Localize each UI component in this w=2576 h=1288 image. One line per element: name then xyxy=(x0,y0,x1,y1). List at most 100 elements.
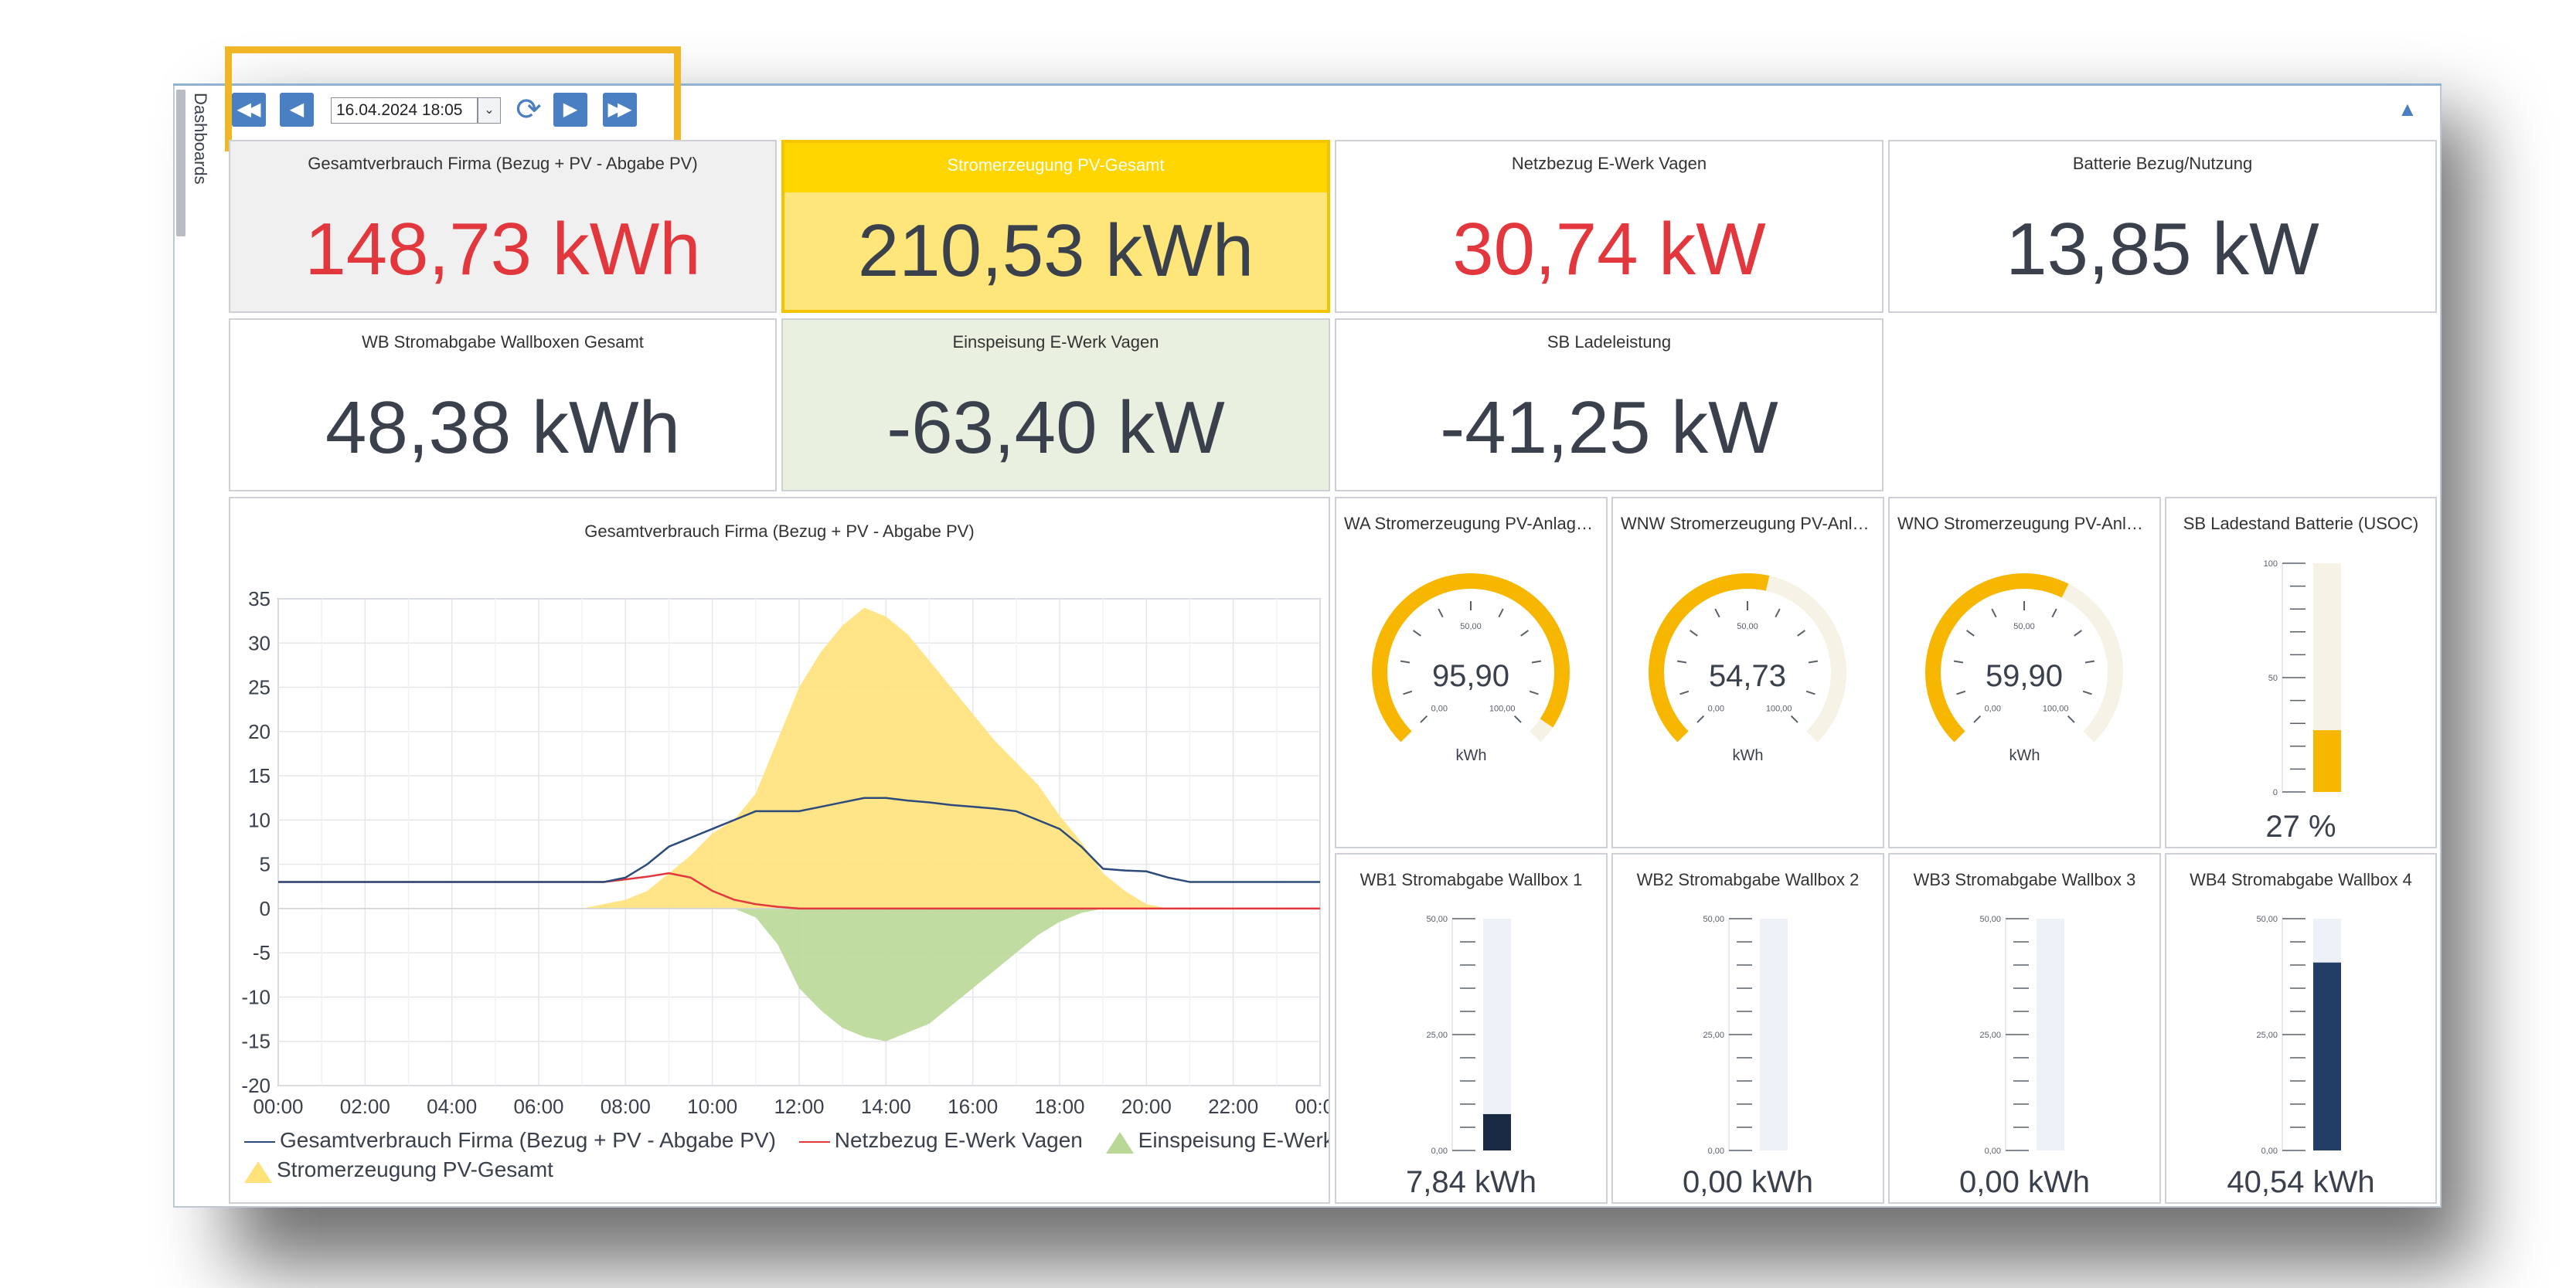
date-dropdown-button[interactable]: ⌄ xyxy=(478,97,501,124)
battery-level-bar: 100 50 0 xyxy=(2264,559,2341,797)
x-tick-label: 02:00 xyxy=(340,1095,390,1118)
legend-item-einspeisung[interactable]: Einspeisung E-Werk Vagen xyxy=(1105,1126,1330,1155)
wallbox-tick-label: 25,00 xyxy=(1979,1031,2001,1040)
kpi-tile-netzbezug[interactable]: Netzbezug E-Werk Vagen 30,74 kW xyxy=(1335,140,1884,313)
gauge-max-label: 100,00 xyxy=(2043,705,2069,714)
wallbox-tick-label: 50,00 xyxy=(1426,915,1448,924)
gauge-tick xyxy=(1420,715,1428,723)
wallbox-title: WB3 Stromabgabe Wallbox 3 xyxy=(1913,870,2136,889)
collapse-button[interactable]: ▲ xyxy=(2397,97,2418,121)
gauge-fill xyxy=(1925,573,2069,743)
refresh-button[interactable]: ⟳ xyxy=(512,93,546,127)
gauge-dial: 0,00 100,00 50,00 54,73 xyxy=(1649,573,1846,743)
gauge-title: WNW Stromerzeugung PV-Anlag... xyxy=(1621,514,1883,533)
y-tick-label: 35 xyxy=(248,587,271,610)
gauge-value: 95,90 xyxy=(1432,659,1509,693)
gauge-tick xyxy=(1973,715,1982,723)
wallbox-tick-label: 25,00 xyxy=(1426,1031,1448,1040)
x-tick-label: 04:00 xyxy=(427,1095,477,1118)
first-period-button[interactable]: ◀◀ xyxy=(232,93,266,127)
chevron-up-icon: ▲ xyxy=(2397,97,2418,121)
gauge-tile-wa[interactable]: WA Stromerzeugung PV-Anlage ... 0,00 100,… xyxy=(1335,497,1608,848)
gauge-mid-label: 50,00 xyxy=(2013,622,2035,631)
kpi-value: 13,85 kW xyxy=(2006,208,2319,291)
x-tick-label: 12:00 xyxy=(774,1095,824,1118)
kpi-title: Gesamtverbrauch Firma (Bezug + PV - Abga… xyxy=(308,154,698,173)
wallbox-tile-1[interactable]: WB1 Stromabgabe Wallbox 1 50,00 25,00 0,00… xyxy=(1335,853,1608,1204)
legend-area-swatch xyxy=(244,1161,272,1183)
kpi-tile-sb-ladeleistung[interactable]: SB Ladeleistung -41,25 kW xyxy=(1335,318,1884,491)
kpi-tile-gesamtverbrauch[interactable]: Gesamtverbrauch Firma (Bezug + PV - Abga… xyxy=(229,140,777,313)
wallbox-title: WB4 Stromabgabe Wallbox 4 xyxy=(2190,870,2412,889)
wallbox-track xyxy=(1760,919,1788,1150)
y-tick-label: -5 xyxy=(253,941,271,964)
gauge-tick xyxy=(1529,690,1539,695)
refresh-icon: ⟳ xyxy=(516,93,542,127)
wallbox-tick-label: 25,00 xyxy=(2256,1031,2278,1040)
y-tick-label: -10 xyxy=(241,985,271,1008)
dashboards-sidebar-handle[interactable] xyxy=(176,90,185,236)
x-tick-label: 00:00 xyxy=(253,1095,303,1118)
gauge-tick xyxy=(1714,608,1720,618)
series-line-netzbezug xyxy=(278,872,1320,910)
wallbox-tick-label: 0,00 xyxy=(2261,1147,2278,1156)
kpi-tile-einspeisung[interactable]: Einspeisung E-Werk Vagen -63,40 kW xyxy=(781,318,1330,491)
battery-value: 27 % xyxy=(2265,810,2336,844)
chart-title: Gesamtverbrauch Firma (Bezug + PV - Abga… xyxy=(584,522,975,541)
gauge-tick xyxy=(1991,608,1997,618)
gauge-tick xyxy=(2084,660,2095,664)
x-tick-label: 14:00 xyxy=(861,1095,911,1118)
wallbox-tick-label: 0,00 xyxy=(1431,1147,1448,1156)
wallbox-tick-label: 50,00 xyxy=(2256,915,2278,924)
wallbox-tile-4[interactable]: WB4 Stromabgabe Wallbox 4 50,00 25,00 0,00… xyxy=(2165,853,2437,1204)
y-tick-label: 15 xyxy=(248,764,271,787)
wallbox-value: 0,00 kWh xyxy=(1959,1165,2090,1199)
legend-label: Netzbezug E-Werk Vagen xyxy=(834,1128,1083,1152)
gauge-max-label: 100,00 xyxy=(1489,705,1516,714)
gauge-tile-wno[interactable]: WNO Stromerzeugung PV-Anlag... 0,00 100,0… xyxy=(1888,497,2161,848)
gauge-tick xyxy=(1676,660,1687,664)
wallbox-tile-3[interactable]: WB3 Stromabgabe Wallbox 3 50,00 25,00 0,00… xyxy=(1888,853,2161,1204)
kpi-tile-stromerzeugung-pv[interactable]: Stromerzeugung PV-Gesamt 210,53 kWh xyxy=(781,140,1330,313)
kpi-tile-batterie[interactable]: Batterie Bezug/Nutzung 13,85 kW xyxy=(1888,140,2437,313)
gauge-tick xyxy=(1689,630,1698,637)
kpi-tile-wallboxen-gesamt[interactable]: WB Stromabgabe Wallboxen Gesamt 48,38 kW… xyxy=(229,318,777,491)
date-input[interactable]: 16.04.2024 18:05 xyxy=(331,97,478,124)
y-tick-label: 5 xyxy=(260,853,271,876)
wallbox-level-bar: 50,00 25,00 0,00 xyxy=(2256,915,2341,1156)
wallbox-track xyxy=(1483,919,1511,1150)
wallbox-value: 0,00 kWh xyxy=(1683,1165,1813,1199)
chart-tile[interactable]: Gesamtverbrauch Firma (Bezug + PV - Abga… xyxy=(229,497,1330,1204)
battery-tile[interactable]: SB Ladestand Batterie (USOC) 100 50 0 27 % xyxy=(2165,497,2437,848)
gauge-min-label: 0,00 xyxy=(1708,705,1724,714)
gauge-tick xyxy=(1775,608,1781,618)
legend-area-swatch xyxy=(1105,1131,1134,1154)
last-period-button[interactable]: ▶▶ xyxy=(603,93,637,127)
previous-period-button[interactable]: ◀ xyxy=(280,93,314,127)
legend-item-gesamtverbrauch[interactable]: Gesamtverbrauch Firma (Bezug + PV - Abga… xyxy=(244,1126,776,1155)
kpi-title: Batterie Bezug/Nutzung xyxy=(2072,154,2253,173)
gauge-tick xyxy=(2051,608,2057,618)
legend-label: Einspeisung E-Werk Vagen xyxy=(1138,1128,1330,1152)
dashboards-sidebar-label[interactable]: Dashboards xyxy=(191,93,210,185)
gauge-tick xyxy=(1956,690,1966,695)
kpi-value: 30,74 kW xyxy=(1452,208,1766,291)
wallbox-tile-2[interactable]: WB2 Stromabgabe Wallbox 2 50,00 25,00 0,00… xyxy=(1611,853,1884,1204)
gauge-tile-wnw[interactable]: WNW Stromerzeugung PV-Anlag... 0,00 100,0… xyxy=(1611,497,1884,848)
legend-item-netzbezug[interactable]: Netzbezug E-Werk Vagen xyxy=(798,1126,1083,1155)
gauge-tick xyxy=(1498,608,1504,618)
gauge-value: 54,73 xyxy=(1709,659,1786,693)
gauge-tick xyxy=(1953,660,1964,664)
kpi-title: SB Ladeleistung xyxy=(1547,332,1672,352)
legend-label: Gesamtverbrauch Firma (Bezug + PV - Abga… xyxy=(280,1128,776,1152)
kpi-value: -41,25 kW xyxy=(1440,386,1778,469)
wallbox-track xyxy=(2037,919,2064,1150)
kpi-value: -63,40 kW xyxy=(886,386,1225,469)
next-period-button[interactable]: ▶ xyxy=(553,93,587,127)
legend-item-stromerzeugung[interactable]: Stromerzeugung PV-Gesamt xyxy=(244,1155,553,1184)
gauge-tick xyxy=(1513,715,1522,723)
kpi-title: Stromerzeugung PV-Gesamt xyxy=(947,155,1165,175)
gauge-fill xyxy=(1372,573,1570,743)
battery-tick-label: 0 xyxy=(2273,788,2278,797)
